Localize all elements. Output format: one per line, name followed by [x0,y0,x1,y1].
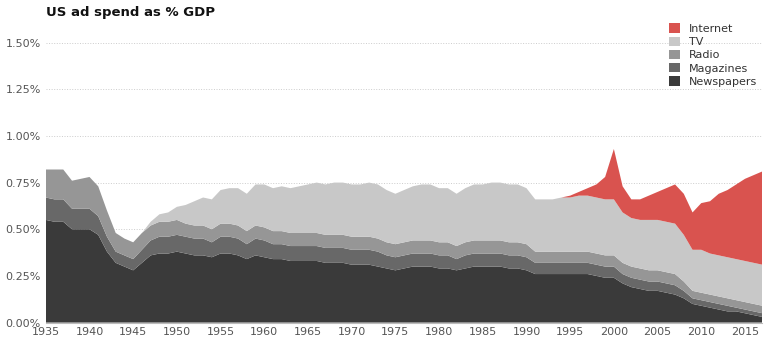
Text: US ad spend as % GDP: US ad spend as % GDP [46,5,215,19]
Legend: Internet, TV, Radio, Magazines, Newspapers: Internet, TV, Radio, Magazines, Newspape… [669,23,757,87]
